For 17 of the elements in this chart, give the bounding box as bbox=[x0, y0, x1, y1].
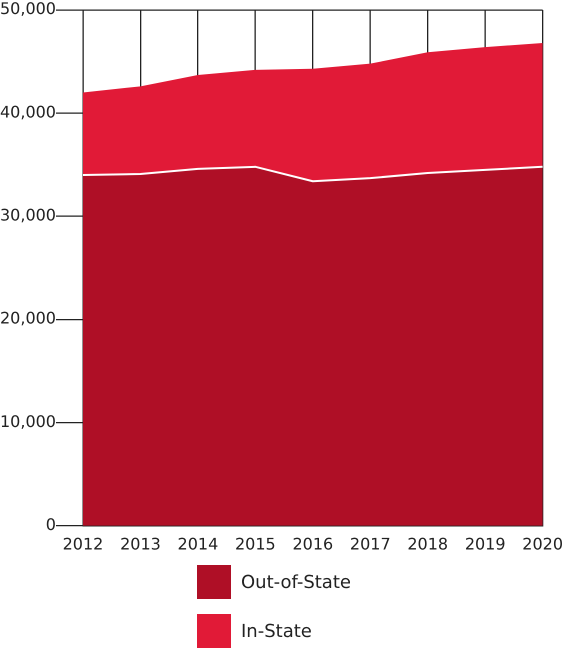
y-tick-label: 30,000 bbox=[0, 205, 56, 224]
y-tick-label: 10,000 bbox=[0, 412, 56, 431]
x-tick-label: 2020 bbox=[522, 534, 563, 554]
x-tick-label: 2014 bbox=[178, 534, 218, 554]
y-tick-label: 20,000 bbox=[0, 308, 56, 328]
x-tick-label: 2013 bbox=[120, 534, 161, 554]
y-tick-label: 0 bbox=[46, 514, 56, 534]
x-tick-label: 2016 bbox=[292, 534, 334, 554]
legend-label: Out-of-State bbox=[241, 572, 351, 592]
x-tick-label: 2015 bbox=[234, 534, 276, 554]
x-tick-label: 2017 bbox=[350, 534, 391, 554]
legend-label: In-State bbox=[241, 620, 312, 642]
x-tick-label: 2018 bbox=[407, 534, 448, 554]
x-tick-label: 2012 bbox=[62, 534, 104, 554]
x-tick-label: 2019 bbox=[464, 534, 506, 554]
y-tick-label: 40,000 bbox=[0, 102, 56, 122]
y-tick-label: 50,000 bbox=[0, 0, 56, 18]
